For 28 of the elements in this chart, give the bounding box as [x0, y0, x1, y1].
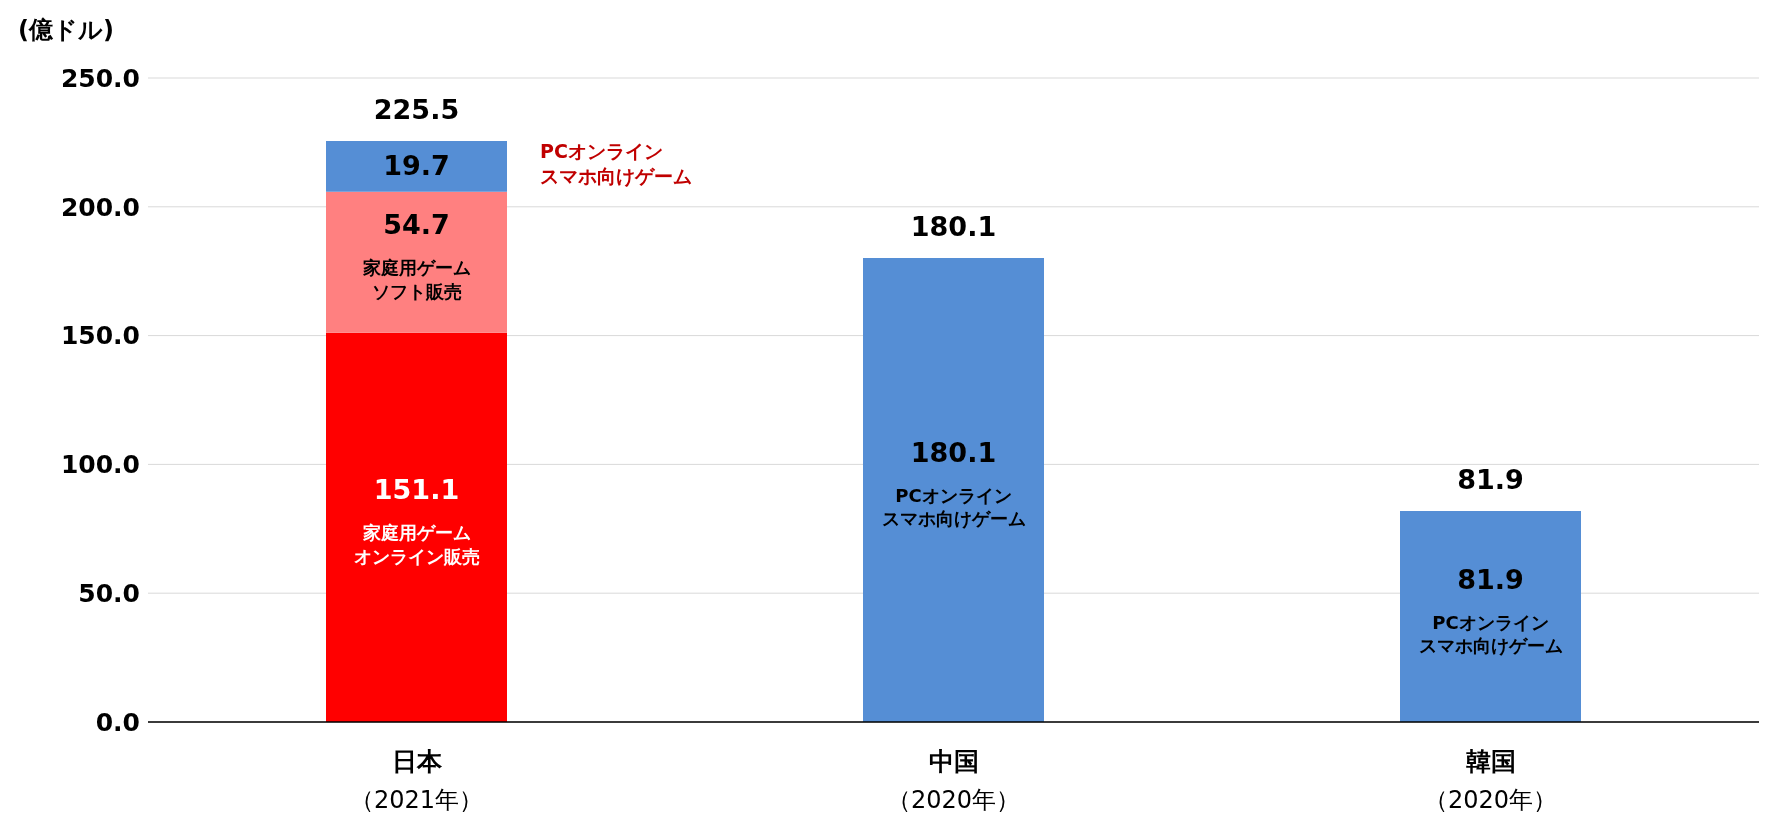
series-label: PCオンラインスマホ向けゲーム: [881, 485, 1026, 530]
total-label: 180.1: [910, 211, 997, 243]
bar: [326, 191, 507, 333]
bar: [1400, 511, 1581, 722]
x-tick-label: 韓国（2020年）: [1423, 747, 1558, 814]
bar: [326, 332, 507, 722]
series-label: 家庭用ゲームオンライン販売: [353, 522, 480, 567]
total-label: 225.5: [373, 94, 460, 126]
y-axis-title: (億ドル): [18, 15, 114, 46]
total-label: 81.9: [1457, 464, 1524, 496]
data-label: 81.9: [1457, 563, 1524, 595]
data-label: 54.7: [383, 209, 450, 241]
x-tick-label: 中国（2020年）: [886, 747, 1021, 814]
y-tick-label: 200.0: [60, 192, 140, 222]
y-tick-label: 250.0: [60, 63, 140, 93]
text: PCオンラインスマホ向けゲーム: [1418, 611, 1563, 656]
bar: [863, 258, 1044, 722]
x-tick-label: 日本（2021年）: [349, 747, 484, 814]
data-label: 19.7: [383, 150, 450, 182]
y-tick-label: 150.0: [60, 321, 140, 351]
annotation: PCオンラインスマホ向けゲーム: [540, 140, 692, 187]
y-tick-label: 0.0: [95, 707, 140, 737]
series-label: 家庭用ゲームソフト販売: [361, 257, 471, 302]
data-label: 151.1: [373, 474, 460, 506]
data-label: 180.1: [910, 437, 997, 469]
bar: [326, 141, 507, 192]
y-tick-label: 50.0: [78, 579, 140, 609]
y-tick-label: 100.0: [60, 450, 140, 480]
